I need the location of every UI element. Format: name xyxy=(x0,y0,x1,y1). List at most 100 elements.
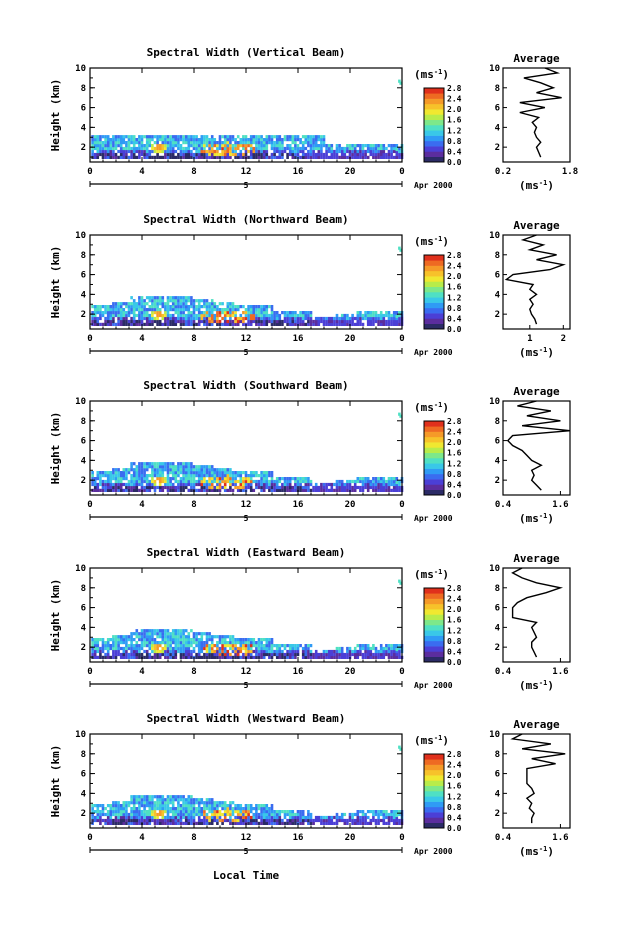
heatmap-cell xyxy=(122,646,126,651)
heatmap-cell xyxy=(174,632,178,636)
heatmap-cell xyxy=(114,655,118,659)
heatmap-cell xyxy=(190,138,193,142)
heatmap-cell xyxy=(216,641,219,645)
heatmap-cell xyxy=(93,479,97,484)
heatmap-cell xyxy=(247,144,250,148)
heatmap-cell xyxy=(195,313,198,318)
heatmap-cell xyxy=(392,818,396,823)
heatmap-cell xyxy=(320,155,323,159)
heatmap-cell xyxy=(106,482,110,487)
heatmap-cell xyxy=(244,152,248,157)
heatmap-cell xyxy=(262,146,266,151)
heatmap-cell xyxy=(177,146,180,151)
heatmap-cell xyxy=(242,319,245,324)
heatmap-cell xyxy=(234,319,237,324)
heatmap-cell xyxy=(148,815,152,820)
heatmap-cell xyxy=(364,155,367,159)
heatmap-cell xyxy=(288,149,292,154)
heatmap-cell xyxy=(138,465,141,469)
heatmap-cell xyxy=(216,807,219,811)
heatmap-cell xyxy=(275,652,279,657)
colorbar-tick-label: 0.8 xyxy=(447,470,462,479)
heatmap-cell xyxy=(231,311,235,315)
heatmap-cell xyxy=(177,485,180,490)
heatmap-cell xyxy=(93,152,97,157)
average-y-tick-label: 6 xyxy=(495,770,500,780)
heatmap-cell xyxy=(340,149,344,154)
heatmap-cell xyxy=(208,155,211,159)
heatmap-cell xyxy=(166,482,170,487)
heatmap-cell xyxy=(281,810,284,814)
heatmap-cell xyxy=(359,477,362,481)
heatmap-cell xyxy=(208,635,211,639)
heatmap-cell xyxy=(182,801,185,805)
heatmap-cell xyxy=(213,815,217,820)
heatmap-cell xyxy=(171,804,175,808)
heatmap-cell xyxy=(260,482,263,487)
heatmap-cell xyxy=(93,135,97,139)
heatmap-cell xyxy=(171,149,175,154)
heatmap-cell xyxy=(93,810,97,814)
heatmap-cell xyxy=(294,135,297,139)
heatmap-cell xyxy=(182,468,185,472)
heatmap-cell xyxy=(307,815,310,820)
heatmap-cell xyxy=(109,316,113,321)
heatmap-cell xyxy=(262,818,266,823)
heatmap-cell xyxy=(122,316,126,321)
heatmap-cell xyxy=(281,155,284,159)
heatmap-cell xyxy=(93,138,97,142)
average-x-tick-label: 0.4 xyxy=(495,500,512,510)
heatmap-cell xyxy=(210,821,214,825)
heatmap-cell xyxy=(200,313,204,318)
heatmap-cell xyxy=(184,804,188,808)
heatmap-cell xyxy=(93,644,97,648)
heatmap-cell xyxy=(106,146,110,151)
heatmap-cell xyxy=(145,644,149,648)
heatmap-cell xyxy=(138,798,141,802)
heatmap-cell xyxy=(364,812,367,817)
heatmap-cell xyxy=(145,152,149,157)
heatmap-cell xyxy=(117,141,120,145)
heatmap-cell xyxy=(182,488,185,492)
heatmap-cell xyxy=(205,644,209,648)
colorbar-tick-label: 1.2 xyxy=(447,792,462,801)
heatmap-cell xyxy=(301,655,305,659)
heatmap-cell xyxy=(335,316,339,321)
heatmap-cell xyxy=(216,319,219,324)
heatmap-cell xyxy=(91,305,94,309)
heatmap-cell xyxy=(96,146,100,151)
heatmap-cell xyxy=(203,146,206,151)
heatmap-cell xyxy=(218,812,222,817)
heatmap-cell xyxy=(333,649,336,654)
heatmap-cell xyxy=(164,821,167,825)
heatmap-cell xyxy=(262,821,266,825)
heatmap-cell xyxy=(197,141,201,145)
heatmap-cell xyxy=(398,155,401,159)
heatmap-cell xyxy=(273,146,276,151)
heatmap-cell xyxy=(374,652,378,657)
heatmap-cell xyxy=(205,798,209,802)
heatmap-cell xyxy=(395,322,399,326)
heatmap-cell xyxy=(171,308,175,312)
heatmap-cell xyxy=(265,638,269,642)
heatmap-cell xyxy=(335,655,339,659)
heatmap-cell xyxy=(265,479,269,484)
heatmap-cell xyxy=(299,313,302,318)
heatmap-cell xyxy=(125,812,128,817)
heatmap-cell xyxy=(140,804,144,808)
heatmap-cell xyxy=(364,477,367,481)
heatmap-cell xyxy=(223,468,227,472)
heatmap-cell xyxy=(359,322,362,326)
heatmap-cell xyxy=(93,305,97,309)
heatmap-cell xyxy=(234,474,237,478)
heatmap-cell xyxy=(239,821,243,825)
heatmap-cell xyxy=(278,644,282,648)
heatmap-cell xyxy=(353,479,357,484)
heatmap-cell xyxy=(138,812,141,817)
heatmap-cell xyxy=(291,488,295,492)
heatmap-cell xyxy=(140,477,144,481)
heatmap-cell xyxy=(223,316,227,321)
heatmap-cell xyxy=(278,652,282,657)
heatmap-cell xyxy=(153,649,157,654)
heatmap-cell xyxy=(166,801,170,805)
